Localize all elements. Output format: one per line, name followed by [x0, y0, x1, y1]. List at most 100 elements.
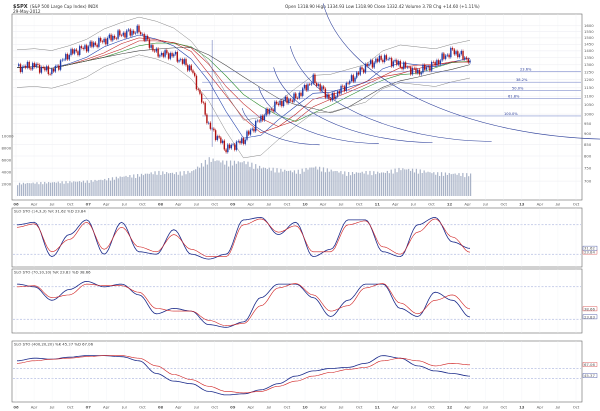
candle-body: [418, 69, 421, 75]
volume-bar: [28, 183, 30, 196]
candle-body: [45, 66, 48, 71]
volume-bar: [257, 168, 259, 196]
candle-body: [160, 52, 163, 56]
volume-bar: [411, 168, 414, 196]
candle-body: [176, 51, 178, 62]
volume-bar: [415, 168, 417, 196]
volume-tick-label: 8000: [2, 145, 12, 150]
volume-bar: [328, 171, 330, 196]
volume-bar: [346, 175, 348, 196]
moving-averages: [16, 16, 471, 159]
stoch-value-label: 45.37: [584, 373, 595, 378]
date-tick-label: Oct: [573, 202, 580, 207]
fib-arc: [241, 107, 320, 146]
candle-body: [464, 57, 466, 60]
candle-body: [164, 50, 166, 57]
volume-bar: [402, 168, 404, 196]
candle-body: [26, 61, 29, 68]
volume-bar: [266, 169, 268, 196]
candle-body: [437, 60, 440, 65]
candle-body: [169, 53, 172, 59]
candle-body: [117, 30, 119, 39]
stoch-panel-3: SLO STO (400,20,20) %K 45.37 %D 67.06 67…: [11, 340, 598, 403]
fib-level-label: 50.0%: [512, 86, 524, 90]
fib-level-label: 38.2%: [516, 78, 528, 82]
date-tick-label: Oct: [284, 202, 291, 207]
stoch-value-label: 67.06: [584, 362, 595, 367]
candle-body: [237, 141, 239, 142]
volume-bar: [121, 176, 123, 196]
candle-body: [284, 96, 287, 101]
candle-body: [390, 58, 393, 67]
date-tick-label: 10: [302, 405, 308, 410]
volume-bar: [231, 165, 234, 196]
candle-body: [98, 38, 100, 47]
stoch-d-line: [16, 355, 470, 394]
candle-body: [65, 54, 67, 60]
volume-bar: [193, 170, 195, 196]
volume-bar: [111, 177, 114, 196]
volume-bar: [57, 181, 59, 196]
volume-bar: [258, 165, 261, 196]
volume-bar: [363, 173, 365, 196]
volume-bar: [448, 173, 450, 196]
candle-body: [68, 55, 70, 60]
volume-bar: [115, 176, 117, 196]
volume-bar: [32, 182, 34, 196]
volume-bar: [106, 180, 108, 196]
volume-bar: [75, 181, 77, 196]
volume-bar: [380, 172, 383, 196]
candle-body: [157, 48, 159, 57]
candle-body: [110, 34, 112, 41]
candle-body: [70, 49, 72, 56]
date-tick-label: Apr: [175, 405, 182, 410]
candle-body: [94, 42, 97, 45]
candle-body: [96, 44, 98, 47]
volume-bar: [311, 167, 313, 196]
date-tick-label: Oct: [573, 405, 580, 410]
candle-body: [150, 45, 152, 48]
candle-body: [277, 103, 280, 105]
volume-bar: [86, 180, 88, 196]
candle-body: [207, 122, 210, 124]
candle-body: [309, 84, 311, 85]
volume-bar: [80, 182, 83, 196]
candle-body: [47, 66, 50, 75]
volume-bar: [224, 164, 226, 196]
stoch-panel-1: SLO STO (14,3,3) %K 31.62 %D 23.84 23.84…: [11, 207, 598, 268]
date-tick-label: Jul: [338, 405, 344, 410]
stoch-d-line: [17, 283, 471, 327]
volume-bar: [198, 167, 201, 196]
volume-tick-label: 10000: [2, 133, 15, 138]
candle-body: [129, 29, 131, 36]
date-tick-label: Jul: [49, 405, 55, 410]
candle-body: [61, 59, 63, 61]
candle-body: [303, 84, 306, 89]
candle-body: [199, 89, 201, 94]
candle-body: [126, 30, 128, 38]
volume-bar: [280, 168, 282, 196]
volume-bar: [67, 183, 69, 196]
stoch-value-box: [582, 245, 598, 251]
volume-bar: [181, 175, 183, 196]
candle-body: [195, 75, 198, 90]
date-tick-label: 13: [519, 405, 525, 410]
candle-body: [253, 128, 255, 132]
candle-body: [248, 131, 250, 135]
volume-bar: [123, 176, 125, 196]
candle-body: [422, 64, 424, 73]
volume-bar: [470, 173, 472, 196]
candle-body: [59, 60, 62, 70]
price-tick-label: 750: [584, 165, 592, 170]
volume-bar: [351, 172, 354, 196]
stoch-value-box: [582, 373, 598, 378]
candle-body: [298, 92, 300, 99]
volume-bar: [357, 172, 359, 196]
candle-body: [235, 141, 238, 150]
candle-body: [19, 64, 22, 73]
volume-bar: [210, 161, 212, 196]
candle-body: [192, 70, 194, 73]
candle-body: [113, 35, 116, 39]
candle-body: [79, 46, 81, 55]
